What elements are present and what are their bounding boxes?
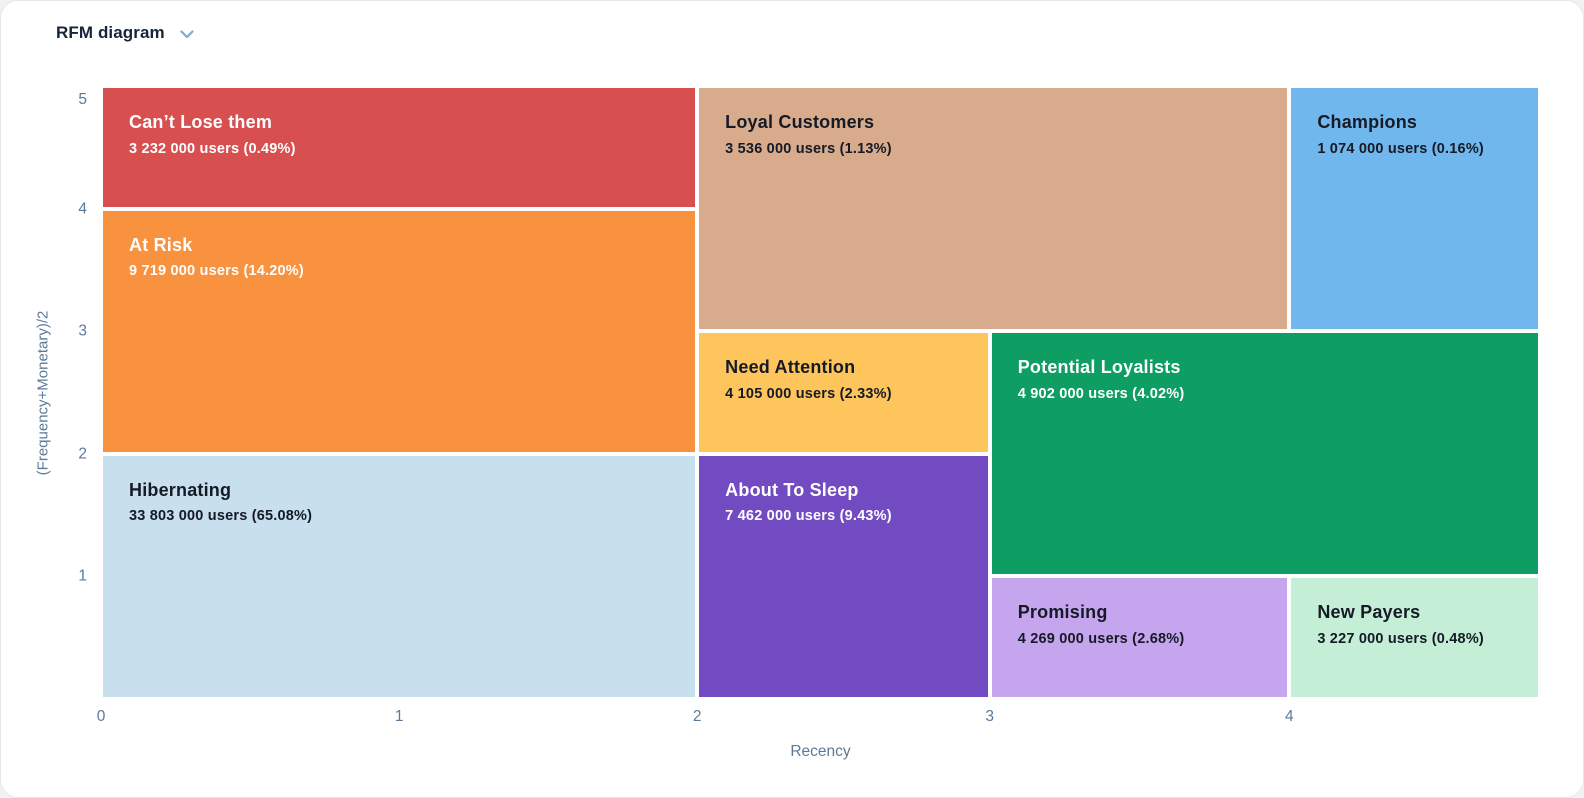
- segment-promising[interactable]: Promising 4 269 000 users (2.68%): [989, 576, 1290, 699]
- segment-users: 3 227 000 users (0.48%): [1317, 630, 1484, 647]
- segment-hibernating[interactable]: Hibernating 33 803 000 users (65.08%): [101, 453, 698, 699]
- y-tick-label: 3: [78, 322, 87, 340]
- x-tick-label: 3: [985, 708, 995, 725]
- segment-need-attention[interactable]: Need Attention 4 105 000 users (2.33%): [697, 331, 990, 454]
- segment-users: 3 232 000 users (0.49%): [129, 140, 296, 157]
- segment-title: About To Sleep: [725, 479, 859, 500]
- x-tick-label: 0: [96, 708, 106, 725]
- y-tick-label: 1: [78, 567, 87, 585]
- segment-title: New Payers: [1317, 602, 1421, 623]
- segment-title: Potential Loyalists: [1017, 357, 1181, 378]
- segment-about-to-sleep[interactable]: About To Sleep 7 462 000 users (9.43%): [697, 453, 990, 699]
- segment-title: Champions: [1317, 112, 1418, 132]
- segment-users: 4 105 000 users (2.33%): [725, 385, 892, 402]
- plot-area: (Frequency+Monetary)/2 Recency Can’t Los…: [35, 86, 1540, 760]
- y-tick-label: 5: [78, 91, 87, 108]
- y-axis-label: (Frequency+Monetary)/2: [34, 310, 52, 475]
- segment-users: 4 902 000 users (4.02%): [1017, 385, 1185, 402]
- segment-new-payers[interactable]: New Payers 3 227 000 users (0.48%): [1289, 576, 1540, 699]
- segment-users: 3 536 000 users (1.13%): [725, 140, 892, 157]
- x-tick-label: 4: [1285, 708, 1294, 725]
- segment-loyal-customers[interactable]: Loyal Customers 3 536 000 users (1.13%): [697, 86, 1290, 332]
- x-tick-label: 2: [692, 708, 702, 725]
- segment-title: Hibernating: [129, 479, 232, 500]
- segment-users: 1 074 000 users (0.16%): [1317, 140, 1484, 157]
- x-axis-label: Recency: [790, 743, 851, 760]
- segment-title: Can’t Lose them: [129, 112, 273, 132]
- segment-title: Need Attention: [725, 357, 856, 378]
- segment-can-t-lose-them[interactable]: Can’t Lose them 3 232 000 users (0.49%): [101, 86, 698, 209]
- segment-at-risk[interactable]: At Risk 9 719 000 users (14.20%): [101, 208, 698, 454]
- segment-users: 33 803 000 users (65.08%): [129, 508, 313, 525]
- segment-title: Loyal Customers: [725, 112, 875, 132]
- segment-title: At Risk: [129, 234, 193, 255]
- page-title: RFM diagram: [56, 23, 165, 42]
- x-tick-label: 1: [394, 708, 404, 725]
- segment-title: Promising: [1017, 602, 1108, 623]
- segment-potential-loyalists[interactable]: Potential Loyalists 4 902 000 users (4.02…: [989, 331, 1540, 577]
- chart-type-selector[interactable]: RFM diagram: [56, 23, 194, 43]
- chevron-down-icon: [180, 29, 194, 39]
- segment-users: 7 462 000 users (9.43%): [725, 508, 892, 525]
- y-tick-label: 4: [78, 199, 87, 217]
- segment-users: 4 269 000 users (2.68%): [1017, 630, 1185, 647]
- segment-champions[interactable]: Champions 1 074 000 users (0.16%): [1289, 86, 1540, 332]
- segment-users: 9 719 000 users (14.20%): [129, 263, 304, 280]
- y-tick-label: 2: [78, 445, 87, 463]
